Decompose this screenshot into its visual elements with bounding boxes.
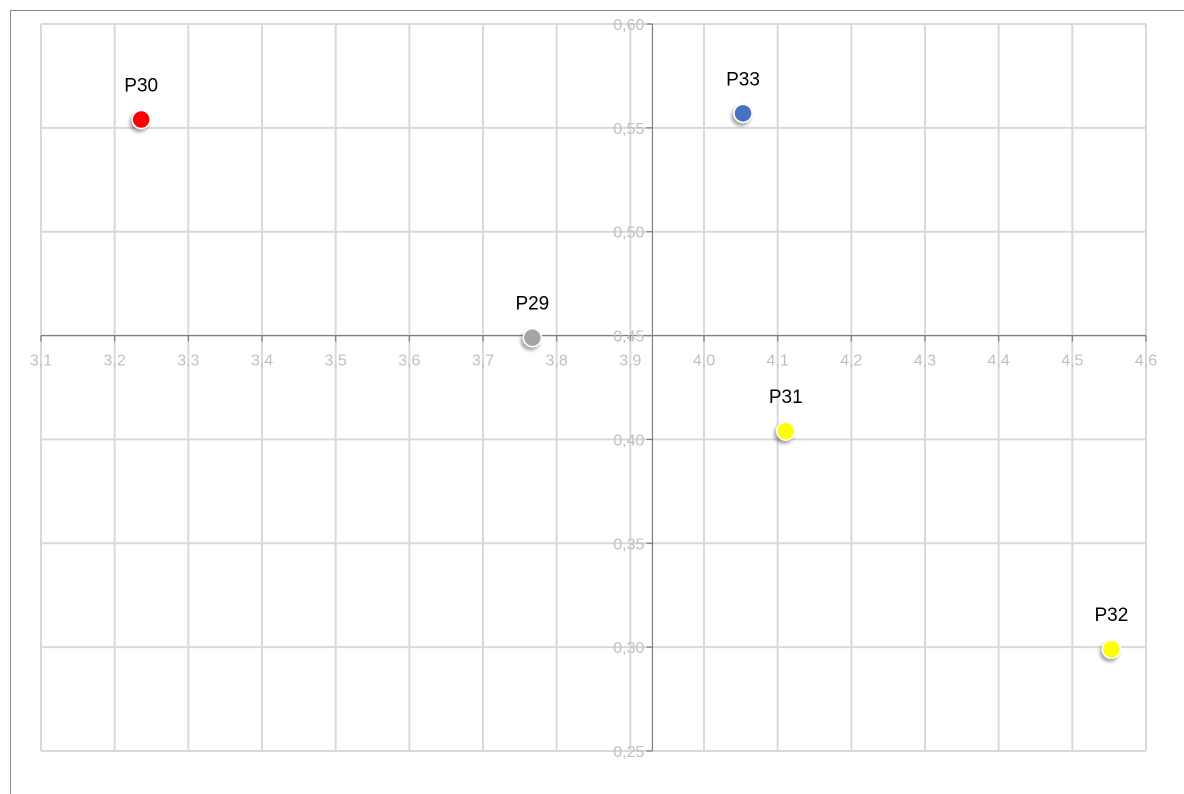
chart-frame (10, 10, 1184, 794)
data-label-p32: P32 (1094, 605, 1128, 626)
data-label-p31: P31 (769, 387, 803, 408)
y-tick-label: 0,45 (613, 329, 644, 346)
x-tick-label: 4,0 (693, 353, 715, 370)
x-tick-label: 4,3 (914, 353, 936, 370)
data-label-p30: P30 (124, 76, 158, 97)
x-tick-label: 4,6 (1135, 353, 1157, 370)
y-tick-label: 0,30 (613, 640, 644, 657)
x-tick-label: 3,6 (398, 353, 420, 370)
x-tick-label: 4,4 (988, 353, 1010, 370)
data-label-p29: P29 (515, 294, 549, 315)
x-tick-label: 3,3 (177, 353, 199, 370)
data-point-p29 (522, 327, 543, 348)
x-tick-label: 4,5 (1061, 353, 1083, 370)
data-point-p30 (131, 109, 151, 130)
y-tick-label: 0,40 (613, 432, 644, 449)
x-tick-label: 4,1 (767, 353, 789, 370)
data-points: P30 P33 P29 P31 P32 (124, 69, 1128, 659)
y-tick-label: 0,55 (613, 121, 644, 138)
x-tick-label: 3,5 (325, 353, 347, 370)
x-tick-label: 3,1 (30, 353, 52, 370)
x-tick-label: 3,2 (104, 353, 126, 370)
x-tick-label: 3,9 (619, 353, 641, 370)
data-point-p31 (776, 421, 796, 441)
tick-labels: 3,1 3,2 3,3 3,4 3,5 3,6 3,7 3,8 3,9 4,0 4,1 4,2 4,3 4… (30, 17, 1157, 761)
x-tick-label: 3,4 (251, 353, 273, 370)
gridlines (40, 23, 1147, 752)
x-tick-label: 3,8 (546, 353, 568, 370)
y-tick-label: 0,60 (613, 17, 644, 34)
data-label-p33: P33 (726, 69, 760, 90)
y-tick-label: 0,50 (613, 225, 644, 242)
data-point-p32 (1101, 639, 1122, 659)
x-tick-label: 3,7 (472, 353, 494, 370)
axes (40, 23, 1147, 752)
data-point-p33 (733, 103, 753, 124)
x-tick-label: 4,2 (840, 353, 862, 370)
y-tick-label: 0,35 (613, 536, 644, 553)
y-tick-label: 0,25 (613, 744, 644, 761)
